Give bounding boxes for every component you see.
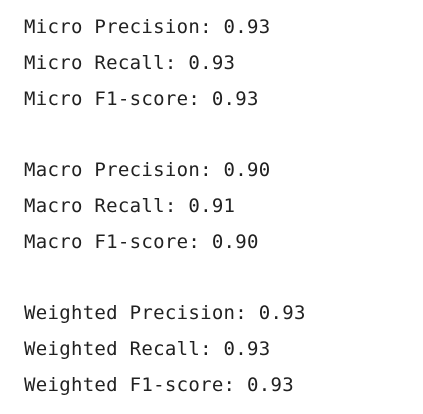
weighted-recall-line: Weighted Recall: 0.93 — [24, 338, 271, 361]
weighted-f1-line: Weighted F1-score: 0.93 — [24, 373, 294, 396]
blank-line — [24, 261, 306, 297]
macro-recall-line: Macro Recall: 0.91 — [24, 194, 236, 217]
macro-precision-line: Macro Precision: 0.90 — [24, 159, 271, 182]
blank-line — [24, 117, 306, 153]
micro-recall-line: Micro Recall: 0.93 — [24, 51, 236, 74]
micro-f1-line: Micro F1-score: 0.93 — [24, 87, 259, 110]
micro-precision-line: Micro Precision: 0.93 — [24, 16, 271, 38]
weighted-precision-line: Weighted Precision: 0.93 — [24, 302, 306, 325]
metrics-output: Micro Precision: 0.93 Micro Recall: 0.93… — [24, 10, 306, 404]
macro-f1-line: Macro F1-score: 0.90 — [24, 230, 259, 253]
